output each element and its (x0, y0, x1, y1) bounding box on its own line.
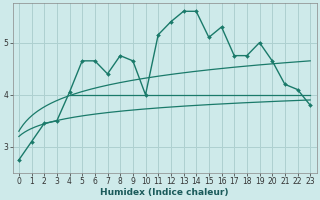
X-axis label: Humidex (Indice chaleur): Humidex (Indice chaleur) (100, 188, 229, 197)
